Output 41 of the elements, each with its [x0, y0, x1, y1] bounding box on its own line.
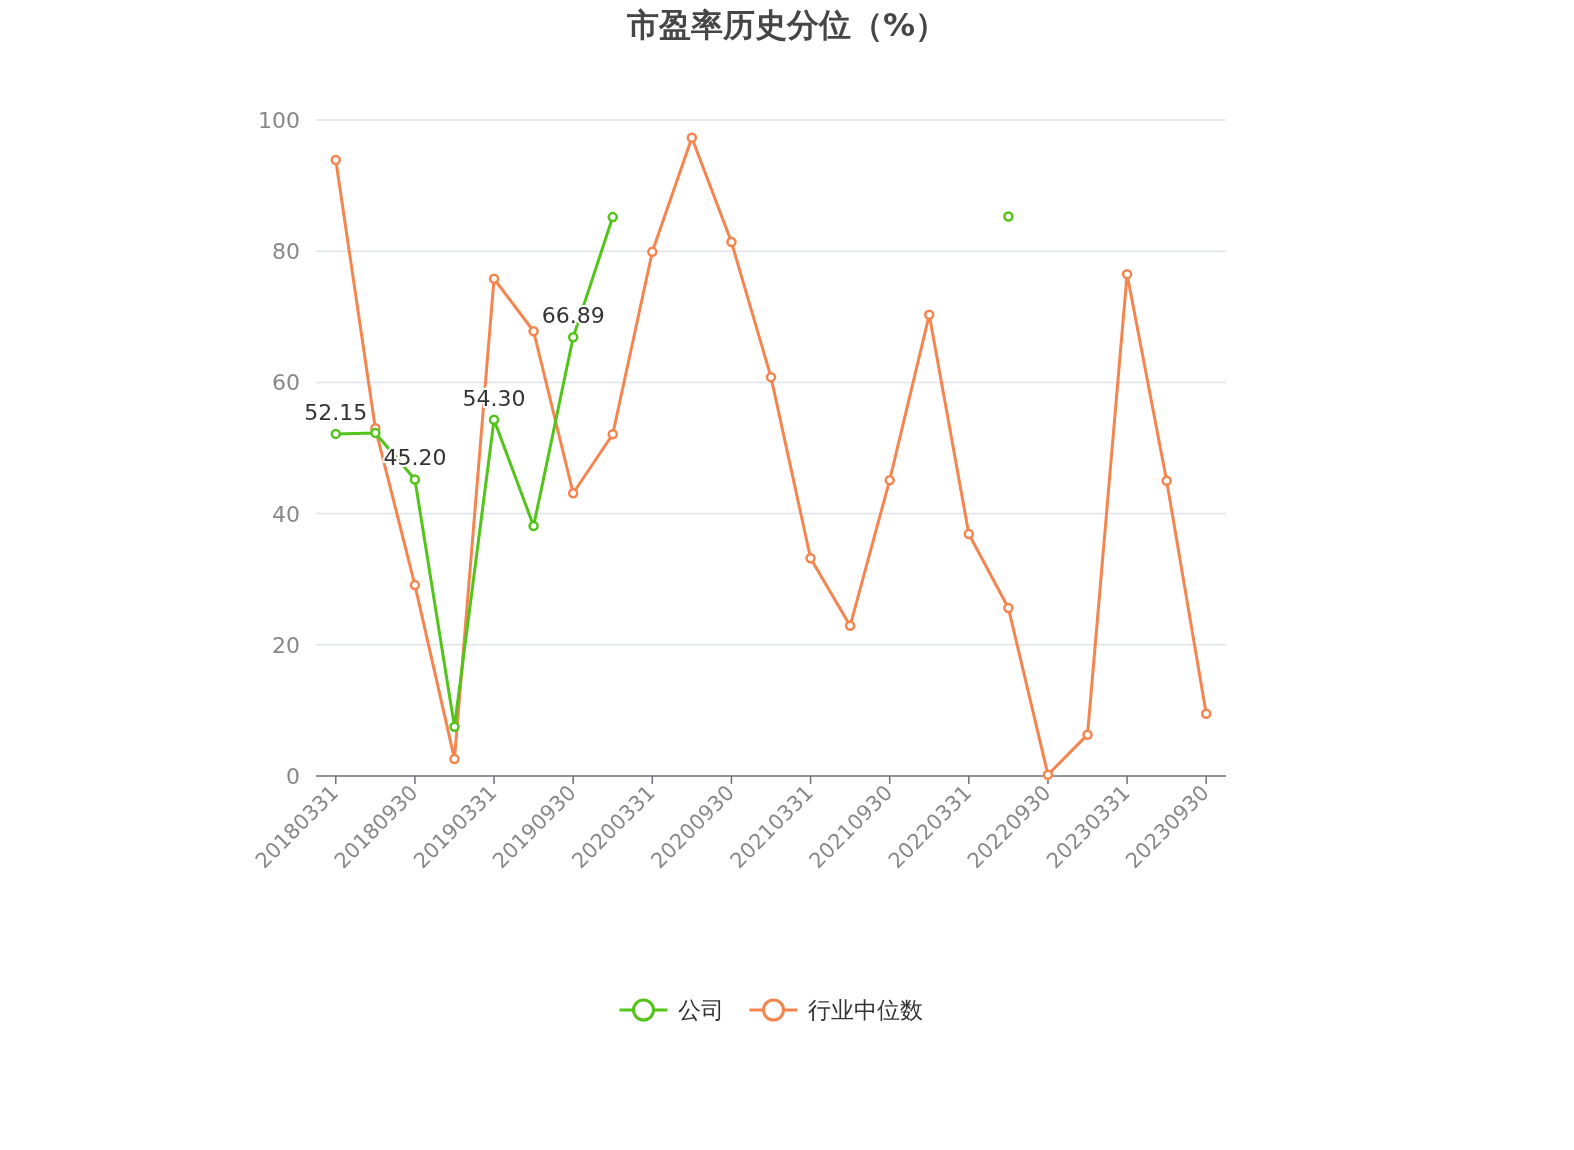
- point: [924, 309, 935, 321]
- point: [844, 620, 856, 632]
- point: [330, 428, 342, 440]
- point: [528, 325, 539, 337]
- point: [528, 520, 539, 532]
- point: [647, 246, 658, 258]
- point: [1200, 708, 1212, 719]
- point: [963, 528, 975, 540]
- point: [1003, 602, 1014, 614]
- point: [449, 721, 460, 733]
- point: [1161, 475, 1172, 487]
- legend-label: 公司: [677, 997, 724, 1023]
- y-tick-label: 80: [272, 239, 300, 265]
- point: [409, 579, 421, 591]
- point: [726, 236, 737, 248]
- point: [607, 428, 618, 440]
- y-tick-label: 0: [286, 764, 300, 789]
- data-label: 52.15: [304, 399, 368, 425]
- point: [765, 371, 777, 383]
- point: [449, 753, 460, 765]
- point: [488, 273, 500, 284]
- point: [686, 132, 698, 143]
- point: [805, 552, 816, 564]
- y-tick-label: 100: [258, 108, 300, 133]
- y-tick-label: 20: [272, 632, 300, 658]
- point: [330, 154, 342, 166]
- point: [1042, 769, 1054, 780]
- chart-title: 市盈率历史分位（%）: [625, 6, 948, 44]
- point: [567, 331, 579, 343]
- point: [488, 414, 500, 426]
- point: [884, 474, 895, 486]
- point: [567, 488, 579, 499]
- point: [409, 474, 421, 485]
- point: [1121, 268, 1133, 280]
- point: [607, 211, 618, 223]
- y-tick-label: 60: [272, 370, 300, 396]
- point: [1003, 211, 1014, 222]
- point: [1082, 729, 1093, 740]
- point: [370, 427, 381, 439]
- legend-label: 行业中位数: [807, 997, 923, 1023]
- y-tick-label: 40: [272, 501, 300, 527]
